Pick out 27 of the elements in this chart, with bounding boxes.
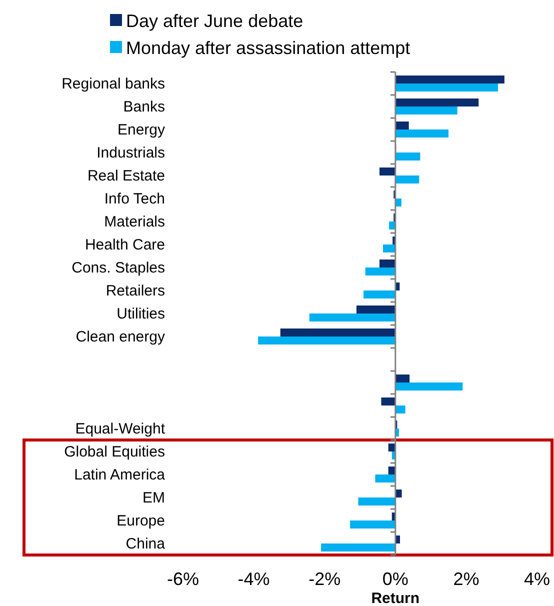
x-tick-label: 0% [382, 569, 408, 589]
y-tick-label: EM [142, 490, 165, 506]
y-tick-label: Real Estate [87, 168, 165, 184]
y-tick-label: Utilities [116, 306, 165, 322]
y-tick-label: Clean energy [76, 328, 166, 346]
x-tick-label: -6% [166, 569, 200, 589]
y-tick-label: China [126, 536, 166, 552]
x-tick-label: 4% [524, 569, 550, 589]
y-tick-label: Equal-Weight [75, 420, 166, 438]
x-axis-title: Return [371, 590, 420, 606]
y-tick-label: Europe [116, 512, 165, 530]
y-tick-label: Materials [104, 214, 165, 230]
y-tick-label: Energy [117, 122, 166, 138]
x-tick-label: 2% [453, 569, 480, 589]
y-tick-label: Regional banks [62, 76, 165, 92]
y-tick-label: Banks [123, 98, 165, 116]
y-tick-label: Global Equities [64, 444, 165, 460]
legend-label: Day after June debate [126, 11, 304, 31]
legend-label: Monday after assassination attempt [126, 38, 410, 58]
y-tick-label: Industrials [96, 144, 165, 162]
y-tick-label: Retailers [106, 282, 165, 300]
y-tick-label: Latin America [74, 466, 166, 484]
y-tick-label: Info Tech [104, 190, 165, 208]
y-tick-label: Cons. Staples [72, 260, 165, 276]
y-tick-label: Health Care [84, 236, 165, 254]
x-tick-label: -2% [308, 569, 341, 589]
x-tick-label: -4% [238, 569, 270, 589]
